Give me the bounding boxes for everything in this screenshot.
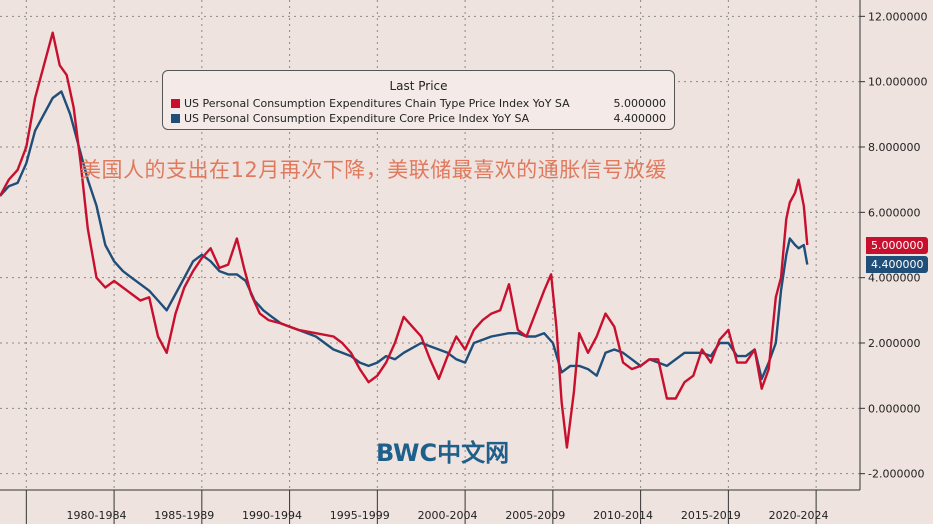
legend-label-core-pce: US Personal Consumption Expenditure Core… [184,111,530,125]
x-axis-ticks: 1980-1984 1985-1989 1990-1994 1995-1999 2000… [25,490,829,524]
legend-value-core-pce: 4.400000 [613,111,667,125]
legend-title: Last Price [389,79,448,93]
x-axis-separators [25,0,817,490]
y-tick-label: 12.000000 [868,10,928,23]
y-tick-label: 6.000000 [868,206,921,219]
y-tick-label: 10.000000 [868,76,928,89]
y-tick-label: 0.000000 [868,402,921,415]
legend-swatch-core-pce [171,113,180,123]
x-tick-label: 1985-1989 [154,509,214,522]
legend-item-core-pce: US Personal Consumption Expenditure Core… [171,111,666,125]
y-tick-label: -2.000000 [868,468,924,481]
legend-item-pce: US Personal Consumption Expenditures Cha… [171,96,666,110]
last-value-badge-core-pce: 4.400000 [866,256,928,274]
legend-label-pce: US Personal Consumption Expenditures Cha… [184,96,570,110]
y-axis-ticks: 12.000000 10.000000 8.000000 6.000000 4.0000… [860,10,928,481]
legend: Last Price US Personal Consumption Expen… [162,70,675,130]
y-tick-label: 8.000000 [868,141,921,154]
series-lines [0,31,809,449]
x-tick-label: 2000-2004 [418,509,478,522]
y-tick-label: 4.000000 [868,272,921,285]
x-tick-label: 2015-2019 [681,509,741,522]
legend-swatch-pce [171,98,180,108]
x-tick-label: 1980-1984 [67,509,127,522]
legend-value-pce: 5.000000 [613,96,667,110]
x-tick-label: 1990-1994 [242,509,302,522]
x-tick-label: 2020-2024 [769,509,829,522]
series-line-core-pce [0,90,809,381]
y-tick-label: 2.000000 [868,337,921,350]
x-tick-label: 2010-2014 [593,509,653,522]
series-line-pce [0,31,809,449]
watermark-logo: BWC中文网 [376,439,510,467]
x-tick-label: 1995-1999 [330,509,390,522]
x-tick-label: 2005-2009 [505,509,565,522]
headline-annotation: 美国人的支出在12月再次下降，美联储最喜欢的通胀信号放缓 [80,158,667,182]
last-value-badge-pce: 5.000000 [866,236,928,254]
